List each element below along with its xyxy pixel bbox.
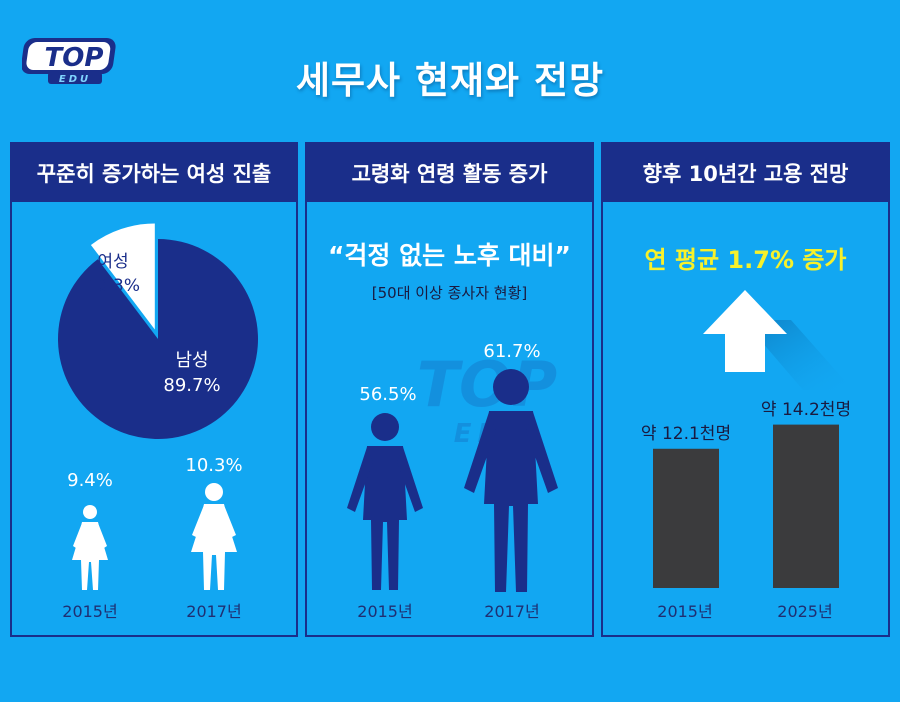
panel-employment: 향후 10년간 고용 전망 연 평균 1.7% 증가 약 12.1천명 약 14… — [601, 142, 890, 637]
man-2015-icon — [347, 413, 423, 590]
bar-2025 — [773, 424, 839, 588]
pie-slice-male — [58, 239, 259, 439]
panel-aging-title: 고령화 연령 활동 증가 — [307, 144, 592, 202]
year-2015-label: 2015년 — [62, 602, 118, 621]
gender-pie-chart — [58, 223, 259, 439]
male-value: 89.7% — [163, 375, 221, 396]
bar-2015-value-label: 약 12.1천명 — [640, 423, 732, 444]
male-slice-label: 남성 89.7% — [152, 348, 232, 398]
bar-2015-category: 2015년 — [657, 602, 713, 621]
quote-subtitle: [50대 이상 종사자 현황] — [371, 284, 528, 302]
svg-text:TOP: TOP — [417, 348, 557, 421]
aging-year-2015: 2015년 — [357, 602, 413, 621]
panel-women: 꾸준히 증가하는 여성 진출 여성 10.3% 남성 89.7% 9.4% 10… — [10, 142, 298, 637]
female-slice-label: 여성 10.3% — [78, 250, 148, 298]
bar-2025-value-label: 약 14.2천명 — [760, 399, 852, 420]
woman-2015-icon — [72, 505, 108, 590]
year-2017-label: 2017년 — [186, 602, 242, 621]
female-value: 10.3% — [85, 276, 140, 296]
women-2015-value: 9.4% — [67, 470, 113, 491]
employment-bar-chart — [653, 424, 839, 588]
pie-slice-female — [90, 223, 155, 330]
women-2017-value: 10.3% — [185, 455, 243, 476]
growth-rate-text: 연 평균 1.7% 증가 — [644, 246, 847, 274]
page-title: 세무사 현재와 전망 — [295, 59, 605, 102]
woman-2017-icon — [191, 483, 237, 590]
quote-text: “걱정 없는 노후 대비” — [328, 241, 571, 270]
male-label: 남성 — [175, 350, 209, 371]
man-2017-icon — [464, 369, 558, 592]
aging-2017-value: 61.7% — [483, 341, 541, 362]
logo-sub-text: EDU — [59, 74, 91, 85]
aging-2015-value: 56.5% — [359, 384, 417, 405]
up-arrow-icon — [703, 290, 853, 390]
female-label: 여성 — [97, 252, 129, 272]
panel-employment-title: 향후 10년간 고용 전망 — [603, 144, 888, 202]
bar-2025-category: 2025년 — [777, 602, 833, 621]
top-edu-logo: TOP EDU — [21, 30, 122, 86]
logo-text: TOP — [45, 43, 104, 73]
panel-aging: 고령화 연령 활동 증가 “걱정 없는 노후 대비” [50대 이상 종사자 현… — [305, 142, 594, 637]
bar-2015 — [653, 448, 719, 588]
panel-women-title: 꾸준히 증가하는 여성 진출 — [12, 144, 296, 202]
aging-year-2017: 2017년 — [484, 602, 540, 621]
